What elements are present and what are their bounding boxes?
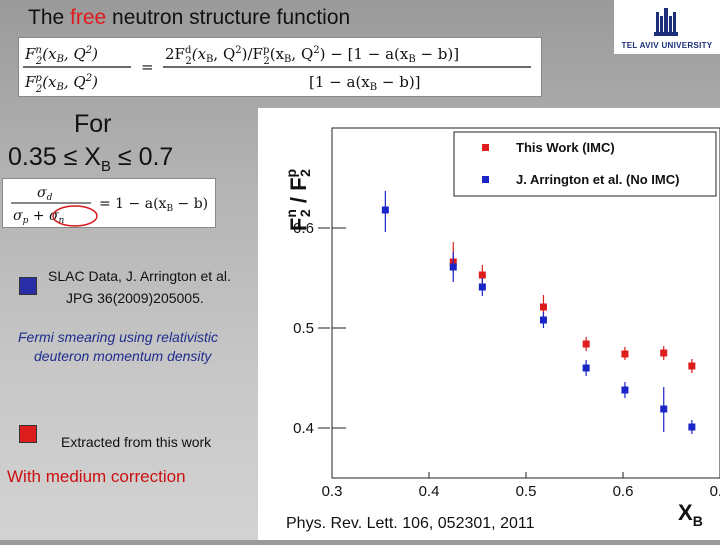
title-pre: The	[28, 6, 71, 29]
extracted-text: Extracted from this work	[61, 434, 212, 450]
data-point	[660, 349, 668, 357]
svg-text:σd: σd	[37, 185, 53, 203]
legend-marker	[482, 176, 489, 183]
data-point	[449, 263, 457, 271]
title-post: neutron structure function	[106, 6, 351, 29]
legend-box	[453, 131, 717, 197]
data-point	[539, 316, 547, 324]
x-tick-label: 0.6	[613, 483, 634, 500]
data-point	[381, 206, 389, 214]
svg-text:=: =	[141, 58, 154, 76]
data-point	[582, 340, 590, 348]
data-point	[621, 350, 629, 358]
fermi-text-2: deuteron momentum density	[34, 348, 212, 364]
svg-text:Fn2 / Fp2: Fn2 / Fp2	[283, 169, 313, 231]
y-tick-label: 0.5	[293, 320, 314, 337]
svg-text:Fp2(xB, Q2): Fp 2(xB, Q2)	[24, 73, 98, 95]
svg-text:[1 − a(xB − b)]: [1 − a(xB − b)]	[309, 73, 421, 93]
x-tick-label: 0.3	[322, 483, 343, 500]
range-post: ≤ 0.7	[110, 143, 174, 171]
slac-text-1: SLAC Data, J. Arrington et al.	[48, 268, 231, 284]
logo-text: TEL AVIV UNIVERSITY	[621, 41, 713, 50]
range-for-label: For	[74, 110, 112, 138]
legend-label: J. Arrington et al. (No IMC)	[516, 172, 679, 187]
slac-legend-square	[19, 277, 37, 295]
svg-text:Fn2(xB, Q2): Fn 2(xB, Q2)	[24, 45, 98, 67]
data-point	[621, 386, 629, 394]
x-tick-label: 0.4	[419, 483, 440, 500]
extracted-legend-square	[19, 425, 37, 443]
range-pre: 0.35 ≤ X	[8, 143, 101, 171]
x-tick-label: 0.5	[516, 483, 537, 500]
data-point	[478, 271, 486, 279]
university-logo: TEL AVIV UNIVERSITY	[614, 0, 720, 54]
xb-range-label: 0.35 ≤ XB ≤ 0.7	[8, 143, 173, 175]
reference-citation: Phys. Rev. Lett. 106, 052301, 2011	[286, 515, 535, 532]
legend-label: This Work (IMC)	[516, 140, 615, 155]
y-tick-label: 0.6	[293, 220, 314, 237]
y-axis-title: Fn2 / Fp2	[283, 169, 313, 231]
neutron-proton-ratio-chart: Fn2 / Fp2 XB 0.3 0.4 0.5 0.6 0.7 0.6 0.5 0.4 Th…	[258, 108, 720, 540]
slide-title: The free neutron structure function	[28, 6, 350, 30]
cross-section-ratio-equation: σd σp + σn = 1 − a(xB − b)	[2, 178, 216, 228]
title-highlight: free	[70, 6, 107, 29]
x-tick-label: 0.7	[710, 483, 720, 500]
medium-correction-text: With medium correction	[7, 467, 186, 486]
legend-marker	[482, 144, 489, 151]
data-point	[539, 303, 547, 311]
data-point	[660, 405, 668, 413]
data-point	[688, 362, 696, 370]
y-tick-label: 0.4	[293, 420, 314, 437]
fermi-text-1: Fermi smearing using relativistic	[18, 329, 218, 345]
slac-text-2: JPG 36(2009)205005.	[66, 290, 204, 306]
data-point	[582, 364, 590, 372]
structure-function-equation: Fn 2(xB, Q2) Fp 2(xB, Q2) = 2Fd 2(xB, Q2)/F…	[18, 37, 542, 97]
svg-text:XB: XB	[678, 500, 703, 529]
data-point	[478, 283, 486, 291]
data-point	[688, 423, 696, 431]
x-axis-title: XB	[678, 500, 703, 529]
svg-text:= 1 − a(xB − b): = 1 − a(xB − b)	[99, 196, 208, 214]
range-sub: B	[100, 158, 111, 175]
